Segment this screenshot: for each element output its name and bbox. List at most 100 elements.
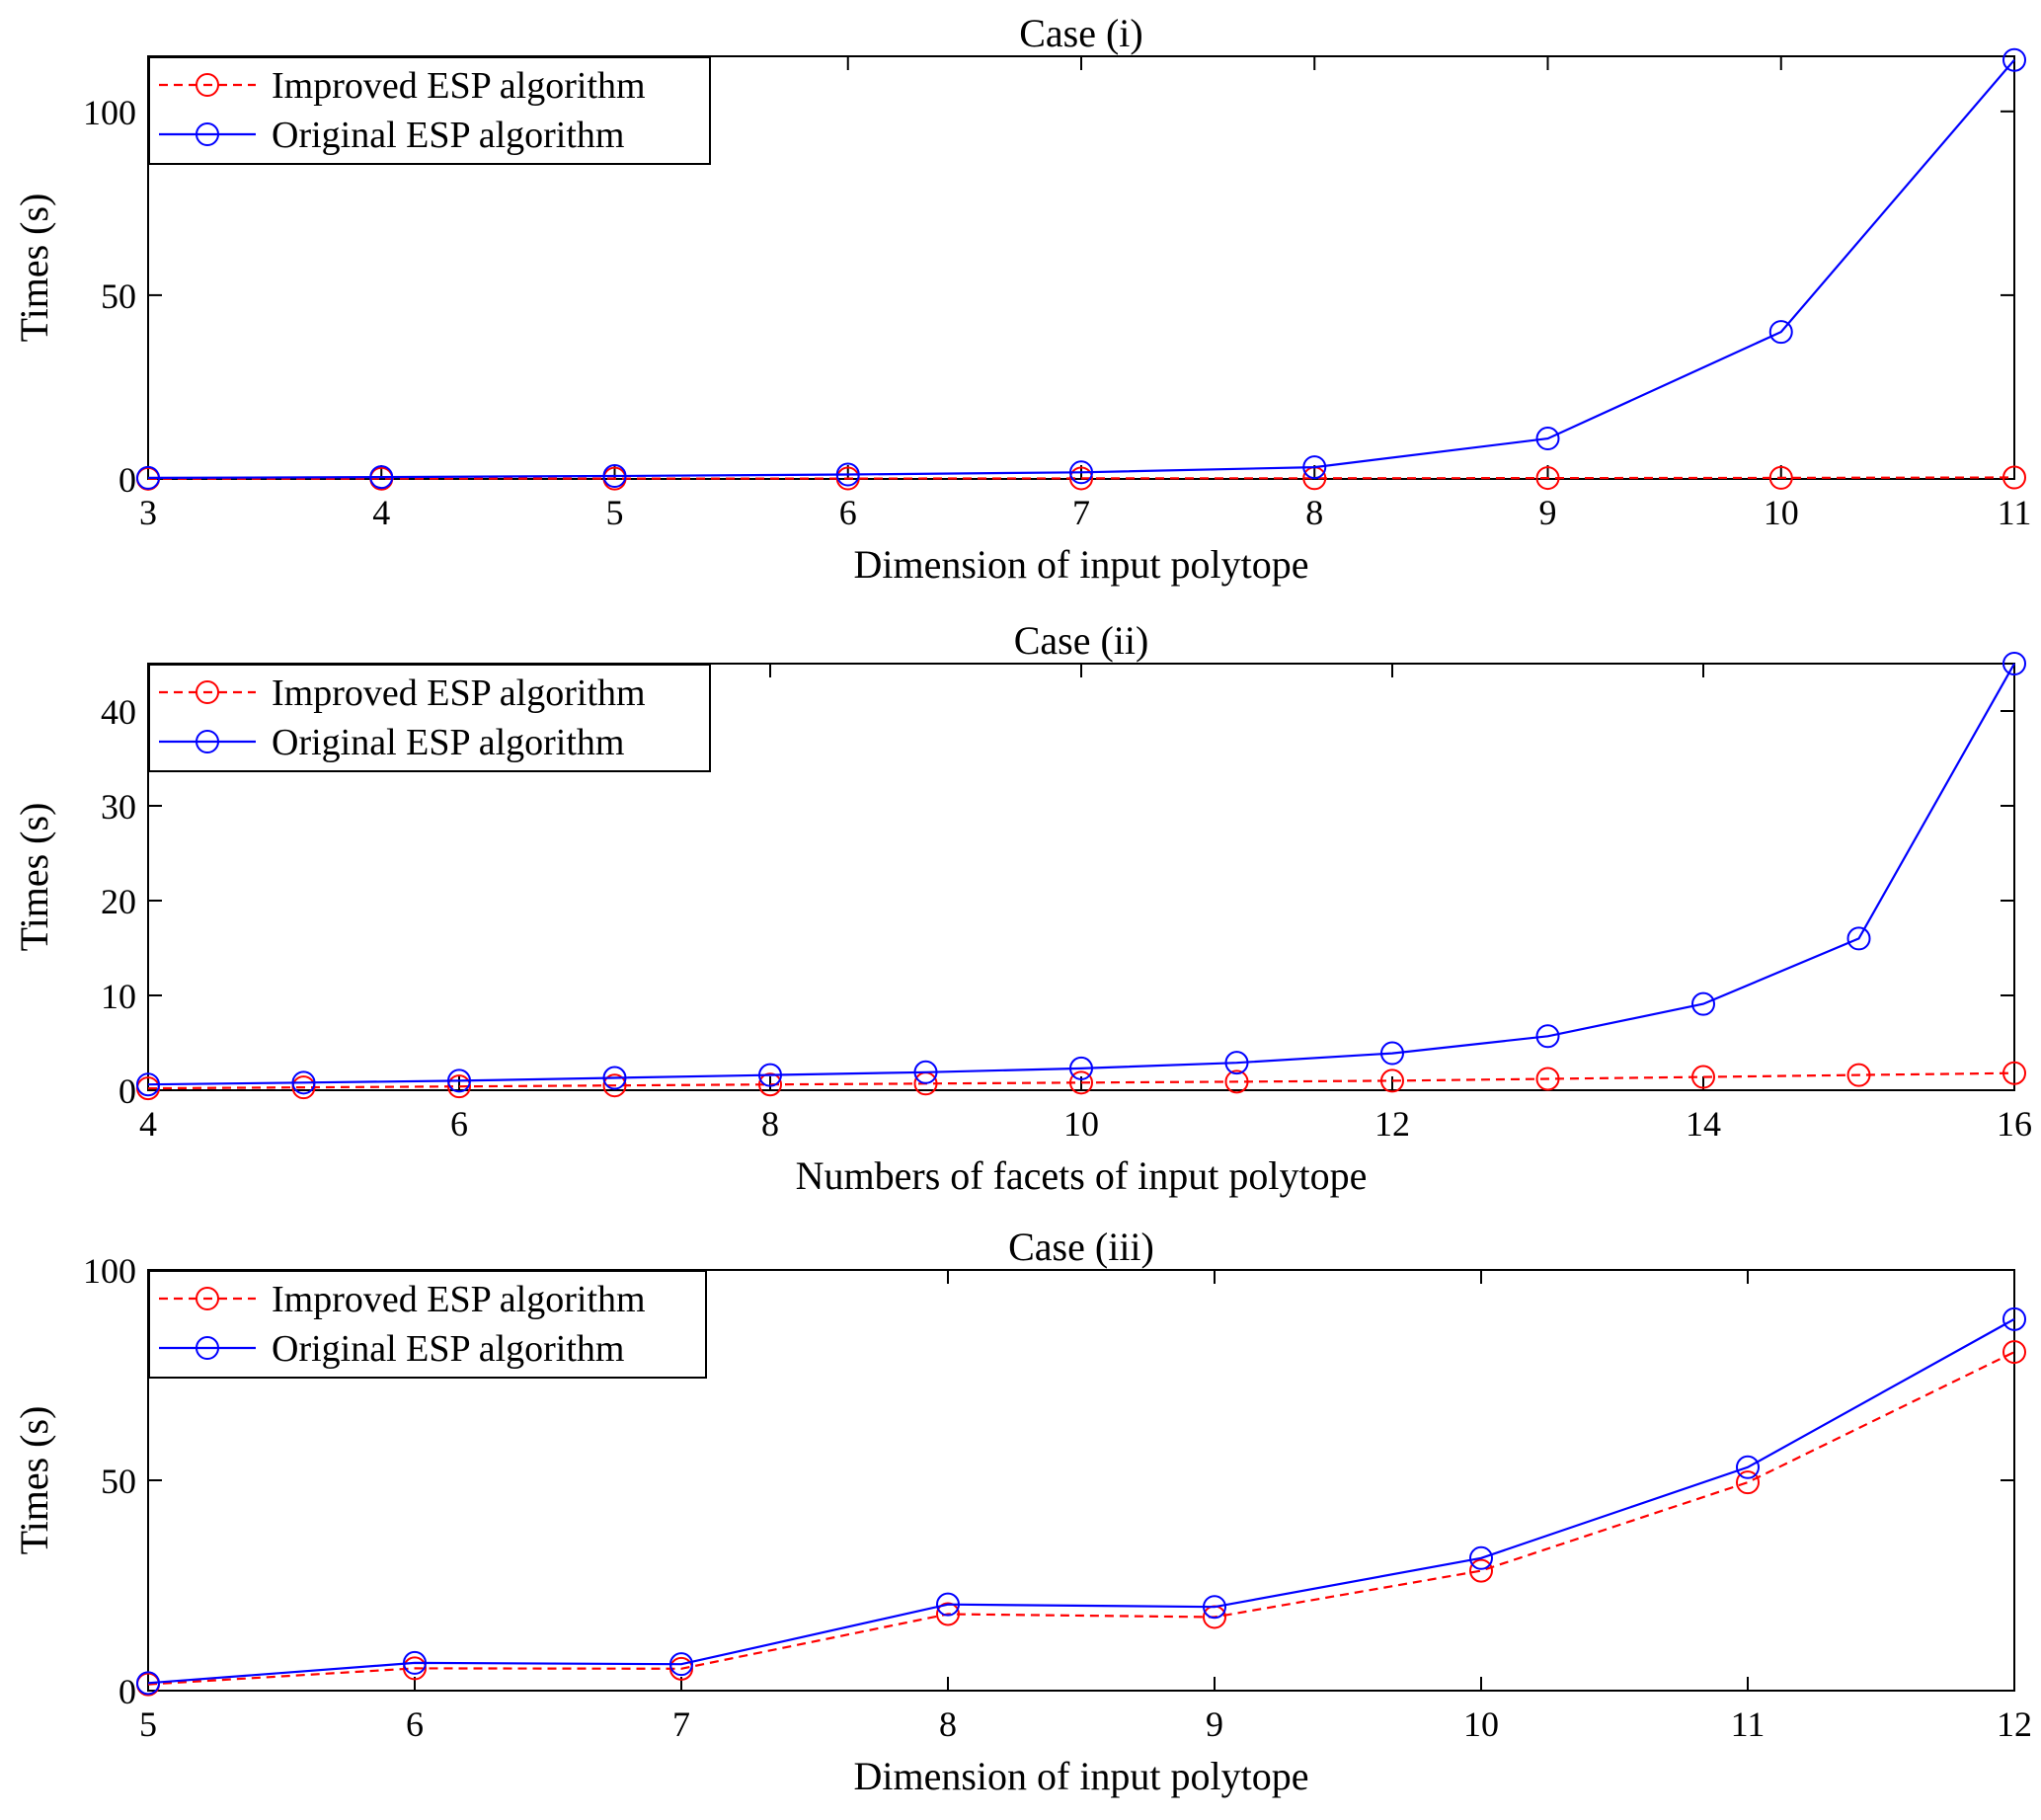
y-tick-label: 0 xyxy=(118,1071,136,1111)
x-tick-label: 12 xyxy=(1374,1104,1410,1144)
chart-title: Case (i) xyxy=(1019,11,1143,55)
legend-marker-sample xyxy=(196,680,219,704)
y-axis-label: Times (s) xyxy=(12,194,56,343)
series-original-esp xyxy=(136,47,2026,490)
data-point-marker xyxy=(403,1650,427,1675)
y-axis-label: Times (s) xyxy=(12,1406,56,1555)
legend-entry-label: Improved ESP algorithm xyxy=(272,1279,646,1320)
x-tick-label: 7 xyxy=(672,1704,690,1744)
x-tick-label: 10 xyxy=(1463,1704,1499,1744)
data-point-marker xyxy=(1736,1455,1760,1479)
data-point-marker xyxy=(1069,460,1093,485)
data-point-marker xyxy=(369,465,394,490)
series-line xyxy=(147,58,2015,479)
data-point-marker xyxy=(1535,466,1560,491)
x-tick-label: 8 xyxy=(1305,493,1323,532)
x-tick-label: 6 xyxy=(450,1104,468,1144)
data-point-marker xyxy=(758,1063,782,1087)
y-tick-label: 30 xyxy=(101,787,136,827)
x-axis-label: Numbers of facets of input polytope xyxy=(796,1153,1368,1198)
x-tick-label: 8 xyxy=(761,1104,779,1144)
legend-box xyxy=(148,56,711,165)
data-point-marker xyxy=(1846,1063,1871,1087)
y-tick-label: 50 xyxy=(101,1462,136,1501)
x-tick-label: 10 xyxy=(1063,1104,1099,1144)
data-point-marker xyxy=(1736,1470,1760,1495)
data-point-marker xyxy=(602,1066,627,1090)
series-line xyxy=(147,663,2015,1086)
data-point-marker xyxy=(1691,991,1715,1016)
data-point-marker xyxy=(758,1072,782,1097)
data-point-marker xyxy=(2002,1306,2026,1331)
legend-entry-label: Original ESP algorithm xyxy=(272,722,624,763)
x-tick-label: 10 xyxy=(1764,493,1799,532)
legend-marker-sample xyxy=(196,73,219,97)
y-tick-label: 50 xyxy=(101,277,136,316)
data-point-marker xyxy=(447,1074,471,1099)
x-tick-label: 6 xyxy=(406,1704,424,1744)
data-point-marker xyxy=(1469,1545,1493,1570)
x-tick-label: 9 xyxy=(1539,493,1557,532)
x-tick-label: 14 xyxy=(1686,1104,1721,1144)
legend-entry-label: Original ESP algorithm xyxy=(272,115,624,156)
x-tick-label: 3 xyxy=(139,493,157,532)
data-point-marker xyxy=(936,1592,960,1617)
data-point-marker xyxy=(913,1060,938,1084)
data-point-marker xyxy=(1768,320,1793,345)
x-tick-label: 11 xyxy=(1731,1704,1766,1744)
series-line xyxy=(147,1071,2015,1090)
chart-title: Case (ii) xyxy=(1014,618,1149,663)
legend-box xyxy=(148,1270,707,1379)
data-point-marker xyxy=(1691,1065,1715,1089)
legend-entry-label: Original ESP algorithm xyxy=(272,1328,624,1370)
data-point-marker xyxy=(1535,1067,1560,1091)
data-point-marker xyxy=(1768,465,1793,490)
legend-entry-label: Improved ESP algorithm xyxy=(272,65,646,107)
y-tick-label: 0 xyxy=(118,460,136,500)
y-tick-label: 40 xyxy=(101,692,136,732)
data-point-marker xyxy=(1380,1041,1404,1066)
x-axis-label: Dimension of input polytope xyxy=(853,1754,1308,1798)
data-point-marker xyxy=(835,462,860,487)
data-point-marker xyxy=(1535,427,1560,451)
series-improved-esp xyxy=(136,1061,2026,1101)
data-point-marker xyxy=(602,1073,627,1098)
data-point-marker xyxy=(1203,1595,1226,1620)
data-point-marker xyxy=(136,1671,160,1696)
y-tick-label: 100 xyxy=(83,93,136,132)
chart-title: Case (iii) xyxy=(1008,1225,1154,1269)
data-point-marker xyxy=(1846,926,1871,951)
data-point-marker xyxy=(2002,1061,2026,1085)
data-point-marker xyxy=(2002,465,2026,490)
series-original-esp xyxy=(136,652,2026,1097)
data-point-marker xyxy=(1069,1070,1093,1095)
data-point-marker xyxy=(403,1656,427,1681)
chart-panel-1: Case (i) 3 4 5 6 7 8 9 10 11 0 50 100 Dimension of in… xyxy=(12,11,2031,587)
data-point-marker xyxy=(136,1072,160,1097)
x-tick-label: 12 xyxy=(1997,1704,2032,1744)
legend-marker-sample xyxy=(196,1336,219,1360)
legend: Improved ESP algorithm Original ESP algor… xyxy=(148,1270,707,1379)
x-tick-label: 7 xyxy=(1072,493,1090,532)
data-point-marker xyxy=(1380,1068,1404,1093)
x-tick-label: 6 xyxy=(839,493,857,532)
y-axis-label: Times (s) xyxy=(12,803,56,952)
series-line xyxy=(147,476,2015,480)
legend: Improved ESP algorithm Original ESP algor… xyxy=(148,664,711,772)
y-tick-label: 0 xyxy=(118,1672,136,1711)
series-improved-esp xyxy=(136,1340,2026,1697)
chart-panel-2: Case (ii) 4 6 8 10 12 14 16 0 10 20 30 40 Numbers of … xyxy=(12,618,2032,1198)
data-point-marker xyxy=(1224,1051,1249,1075)
x-tick-label: 4 xyxy=(139,1104,157,1144)
data-point-marker xyxy=(136,465,160,490)
data-point-marker xyxy=(2002,652,2026,675)
x-tick-label: 11 xyxy=(1998,493,2032,532)
data-point-marker xyxy=(669,1652,693,1677)
series-line xyxy=(147,1351,2015,1686)
data-point-marker xyxy=(1469,1558,1493,1583)
data-point-marker xyxy=(2002,1340,2026,1365)
x-tick-label: 16 xyxy=(1997,1104,2032,1144)
x-tick-label: 8 xyxy=(939,1704,957,1744)
data-point-marker xyxy=(2002,47,2026,72)
